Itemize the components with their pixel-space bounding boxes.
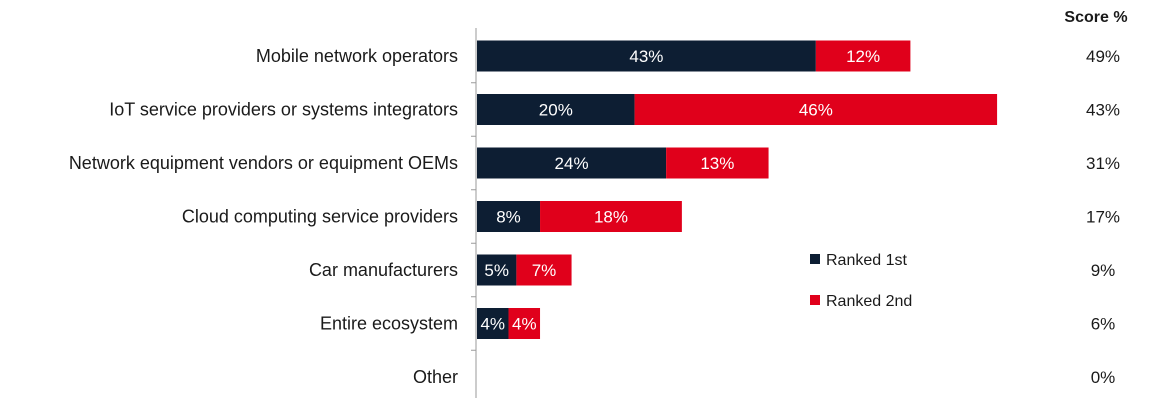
bar-ranked-1st xyxy=(477,40,816,72)
bar-ranked-1st xyxy=(477,201,541,232)
score-value: 9% xyxy=(1091,261,1116,280)
data-label: 13% xyxy=(700,154,734,173)
bar-ranked-1st xyxy=(477,308,509,339)
data-label: 12% xyxy=(846,47,880,66)
category-label-line: IoT service providers or systems integra… xyxy=(109,100,458,120)
legend-swatch xyxy=(810,295,820,305)
category-label: Cloud computing service providers xyxy=(182,207,458,227)
score-value: 6% xyxy=(1091,315,1116,334)
score-header: Score % xyxy=(1064,9,1127,26)
category-label-line: Other xyxy=(413,367,458,387)
category-label-line: Car manufacturers xyxy=(309,260,458,280)
data-label: 24% xyxy=(555,154,589,173)
bar-ranked-1st xyxy=(477,254,517,286)
bar-ranked-2nd xyxy=(815,40,911,72)
data-label: 8% xyxy=(496,208,521,227)
bar-ranked-2nd xyxy=(516,254,572,286)
legend-label: Ranked 1st xyxy=(826,252,907,269)
legend: Ranked 1st Ranked 2nd xyxy=(810,252,912,310)
score-value: 17% xyxy=(1086,208,1120,227)
data-label: 5% xyxy=(484,261,509,280)
legend-swatch xyxy=(810,254,820,264)
category-label: IoT service providers or systems integra… xyxy=(109,100,458,120)
score-value: 49% xyxy=(1086,47,1120,66)
category-label: Car manufacturers xyxy=(309,260,458,280)
category-label: Other xyxy=(413,367,458,387)
score-value: 31% xyxy=(1086,154,1120,173)
data-label: 20% xyxy=(539,101,573,120)
data-label: 43% xyxy=(629,47,663,66)
category-label: Entire ecosystem xyxy=(320,314,458,334)
data-label: 7% xyxy=(532,261,557,280)
score-value: 43% xyxy=(1086,101,1120,120)
data-label: 46% xyxy=(799,101,833,120)
category-label-line: Cloud computing service providers xyxy=(182,207,458,227)
bar-ranked-2nd xyxy=(540,201,682,232)
rows: Mobile network operators 43% 12% 49% IoT ser… xyxy=(69,40,1120,387)
bar-ranked-2nd xyxy=(666,147,769,179)
bar-ranked-2nd xyxy=(634,94,998,125)
data-label: 4% xyxy=(480,315,505,334)
category-label-line: Network equipment vendors or equipment O… xyxy=(69,153,458,173)
data-label: 18% xyxy=(594,208,628,227)
data-label: 4% xyxy=(512,315,537,334)
legend-label: Ranked 2nd xyxy=(826,293,912,310)
bar-ranked-1st xyxy=(477,147,667,179)
category-label-line: Entire ecosystem xyxy=(320,314,458,334)
bar-ranked-1st xyxy=(477,94,635,125)
category-label-line: Mobile network operators xyxy=(256,46,458,66)
bar-ranked-2nd xyxy=(508,308,541,339)
category-label: Network equipment vendors or equipment O… xyxy=(69,153,458,173)
category-label: Mobile network operators xyxy=(256,46,458,66)
score-value: 0% xyxy=(1091,368,1116,387)
